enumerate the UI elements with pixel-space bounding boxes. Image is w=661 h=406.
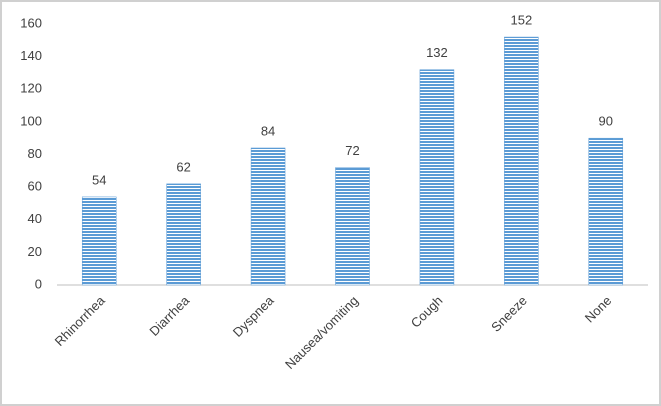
- data-label: 84: [261, 123, 275, 138]
- y-tick-label: 40: [28, 211, 42, 226]
- bar: [419, 69, 455, 286]
- y-tick-label: 100: [20, 113, 42, 128]
- bar: [504, 36, 539, 286]
- y-tick-label: 20: [28, 244, 42, 259]
- data-label: 132: [426, 45, 448, 60]
- bar: [335, 167, 370, 286]
- data-label: 72: [345, 143, 359, 158]
- y-tick-label: 160: [20, 15, 42, 30]
- bar: [588, 137, 624, 286]
- bar: [81, 196, 117, 286]
- data-label: 152: [511, 12, 533, 27]
- y-tick-label: 120: [20, 81, 42, 96]
- bar: [250, 147, 286, 286]
- y-tick-label: 0: [35, 276, 42, 291]
- data-label: 54: [92, 172, 106, 187]
- bar: [166, 183, 201, 286]
- data-label: 62: [176, 159, 190, 174]
- y-tick-label: 140: [20, 48, 42, 63]
- y-tick-label: 60: [28, 179, 42, 194]
- y-tick-label: 80: [28, 146, 42, 161]
- data-label: 90: [599, 114, 613, 129]
